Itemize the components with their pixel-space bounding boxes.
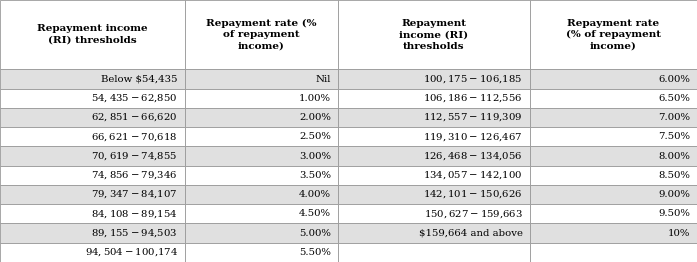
Text: 9.50%: 9.50% — [658, 209, 690, 218]
Text: Repayment rate (%
of repayment
income): Repayment rate (% of repayment income) — [206, 19, 316, 51]
Bar — [0, 166, 185, 185]
Text: $79,347-$84,107: $79,347-$84,107 — [91, 189, 178, 200]
Bar — [338, 0, 530, 69]
Bar — [0, 185, 185, 204]
Bar — [338, 204, 530, 223]
Bar — [338, 146, 530, 166]
Bar — [338, 166, 530, 185]
Bar — [185, 146, 338, 166]
Text: 7.00%: 7.00% — [658, 113, 690, 122]
Bar — [185, 185, 338, 204]
Text: 2.00%: 2.00% — [299, 113, 331, 122]
Text: $94,504-$100,174: $94,504-$100,174 — [84, 247, 178, 258]
Bar — [338, 127, 530, 146]
Bar — [530, 127, 697, 146]
Text: 2.50%: 2.50% — [299, 132, 331, 141]
Text: 3.50%: 3.50% — [299, 171, 331, 180]
Bar — [338, 69, 530, 89]
Text: 8.00%: 8.00% — [658, 152, 690, 161]
Bar — [0, 223, 185, 243]
Bar — [530, 223, 697, 243]
Text: $62,851-$66,620: $62,851-$66,620 — [91, 112, 178, 123]
Text: 6.00%: 6.00% — [658, 75, 690, 84]
Text: Repayment
income (RI)
thresholds: Repayment income (RI) thresholds — [399, 19, 468, 51]
Text: Nil: Nil — [316, 75, 331, 84]
Text: Below $54,435: Below $54,435 — [101, 75, 178, 84]
Bar — [338, 243, 530, 262]
Bar — [530, 204, 697, 223]
Text: 3.00%: 3.00% — [299, 152, 331, 161]
Bar — [530, 146, 697, 166]
Bar — [530, 108, 697, 127]
Text: $142,101-$150,626: $142,101-$150,626 — [423, 189, 523, 200]
Text: Repayment income
(RI) thresholds: Repayment income (RI) thresholds — [37, 24, 148, 45]
Bar — [185, 166, 338, 185]
Text: $119,310-$126,467: $119,310-$126,467 — [423, 131, 523, 143]
Text: 8.50%: 8.50% — [658, 171, 690, 180]
Bar — [338, 223, 530, 243]
Text: 4.00%: 4.00% — [299, 190, 331, 199]
Text: 9.00%: 9.00% — [658, 190, 690, 199]
Bar — [185, 108, 338, 127]
Text: $159,664 and above: $159,664 and above — [419, 229, 523, 238]
Bar — [530, 185, 697, 204]
Bar — [0, 108, 185, 127]
Bar — [185, 204, 338, 223]
Bar — [0, 0, 185, 69]
Bar — [0, 243, 185, 262]
Text: Repayment rate
(% of repayment
income): Repayment rate (% of repayment income) — [566, 19, 661, 51]
Bar — [0, 69, 185, 89]
Text: $134,057-$142,100: $134,057-$142,100 — [423, 170, 523, 181]
Bar — [338, 108, 530, 127]
Text: 1.00%: 1.00% — [299, 94, 331, 103]
Bar — [530, 0, 697, 69]
Text: $112,557-$119,309: $112,557-$119,309 — [423, 112, 523, 123]
Text: 5.50%: 5.50% — [299, 248, 331, 257]
Text: 10%: 10% — [668, 229, 690, 238]
Bar — [185, 0, 338, 69]
Bar — [530, 69, 697, 89]
Bar — [185, 127, 338, 146]
Text: $66,621-$70,618: $66,621-$70,618 — [91, 131, 178, 143]
Bar — [530, 243, 697, 262]
Bar — [530, 166, 697, 185]
Bar — [338, 89, 530, 108]
Text: $70,619-$74,855: $70,619-$74,855 — [91, 150, 178, 162]
Text: $100,175-$106,185: $100,175-$106,185 — [423, 73, 523, 85]
Text: $54,435-$62,850: $54,435-$62,850 — [91, 92, 178, 104]
Text: $106,186-$112,556: $106,186-$112,556 — [423, 92, 523, 104]
Text: 7.50%: 7.50% — [658, 132, 690, 141]
Bar — [0, 89, 185, 108]
Bar — [0, 204, 185, 223]
Text: $84,108-$89,154: $84,108-$89,154 — [91, 208, 178, 220]
Text: 5.00%: 5.00% — [299, 229, 331, 238]
Text: $74,856-$79,346: $74,856-$79,346 — [91, 170, 178, 181]
Text: $150,627-$159,663: $150,627-$159,663 — [424, 208, 523, 220]
Bar — [0, 146, 185, 166]
Text: $126,468-$134,056: $126,468-$134,056 — [423, 150, 523, 162]
Bar — [185, 69, 338, 89]
Bar — [338, 185, 530, 204]
Text: 6.50%: 6.50% — [658, 94, 690, 103]
Text: $89,155-$94,503: $89,155-$94,503 — [91, 227, 178, 239]
Bar — [185, 223, 338, 243]
Bar — [185, 243, 338, 262]
Bar — [530, 89, 697, 108]
Text: 4.50%: 4.50% — [299, 209, 331, 218]
Bar — [185, 89, 338, 108]
Bar — [0, 127, 185, 146]
